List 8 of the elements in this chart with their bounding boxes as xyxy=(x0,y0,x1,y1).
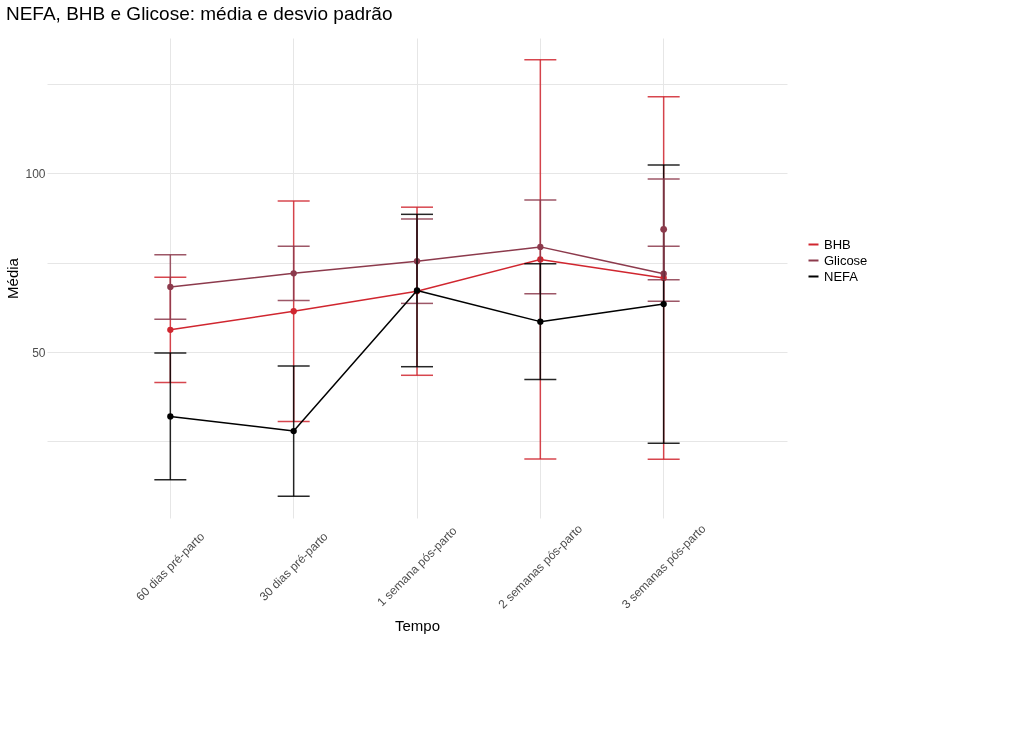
y-axis-title: Média xyxy=(4,257,22,299)
y-tick-label: 50 xyxy=(32,345,46,360)
legend-label: BHB xyxy=(824,236,851,252)
legend-label: NEFA xyxy=(824,268,859,284)
x-axis-title: Tempo xyxy=(394,616,441,634)
legend-label: Glicose xyxy=(824,252,868,268)
chart-title: NEFA, BHB e Glicose: média e desvio padrão xyxy=(5,3,393,24)
y-tick-label: 100 xyxy=(25,166,46,181)
